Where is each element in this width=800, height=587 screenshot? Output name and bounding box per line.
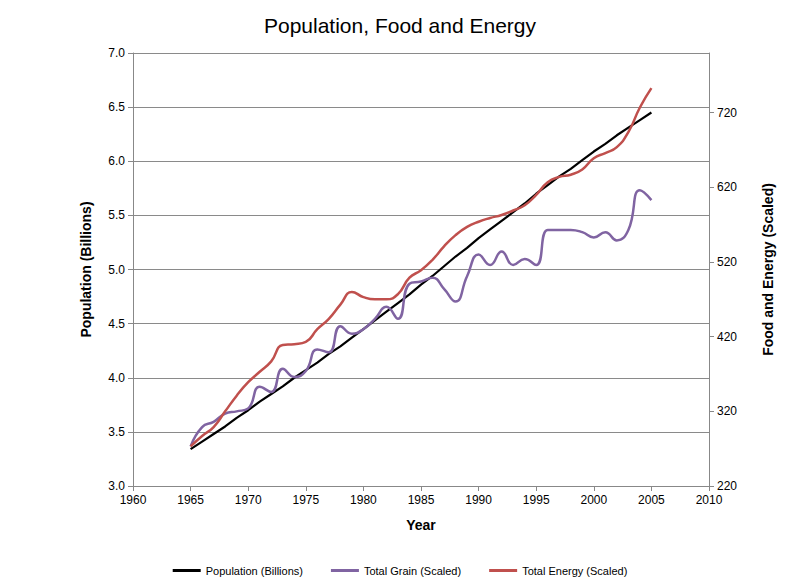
svg-text:1990: 1990	[465, 493, 492, 507]
svg-text:220: 220	[717, 479, 737, 493]
svg-text:Population, Food and Energy: Population, Food and Energy	[264, 14, 537, 37]
svg-text:Population (Billions): Population (Billions)	[206, 565, 303, 577]
svg-text:6.5: 6.5	[108, 100, 125, 114]
svg-text:520: 520	[717, 255, 737, 269]
svg-text:1995: 1995	[523, 493, 550, 507]
svg-text:4.0: 4.0	[108, 371, 125, 385]
svg-text:1970: 1970	[235, 493, 262, 507]
svg-text:1985: 1985	[408, 493, 435, 507]
svg-text:2010: 2010	[696, 493, 723, 507]
svg-text:4.5: 4.5	[108, 317, 125, 331]
svg-text:620: 620	[717, 180, 737, 194]
svg-text:1975: 1975	[292, 493, 319, 507]
svg-text:Population (Billions): Population (Billions)	[78, 201, 94, 337]
svg-text:Total Grain (Scaled): Total Grain (Scaled)	[364, 565, 461, 577]
svg-text:Food and Energy (Scaled): Food and Energy (Scaled)	[760, 183, 776, 356]
svg-text:Total Energy (Scaled): Total Energy (Scaled)	[522, 565, 627, 577]
svg-text:5.0: 5.0	[108, 263, 125, 277]
svg-text:2005: 2005	[638, 493, 665, 507]
svg-text:720: 720	[717, 106, 737, 120]
svg-text:5.5: 5.5	[108, 208, 125, 222]
svg-text:6.0: 6.0	[108, 154, 125, 168]
svg-text:7.0: 7.0	[108, 46, 125, 60]
svg-text:3.0: 3.0	[108, 479, 125, 493]
svg-text:Year: Year	[406, 517, 436, 533]
svg-text:3.5: 3.5	[108, 425, 125, 439]
svg-text:2000: 2000	[580, 493, 607, 507]
svg-text:1960: 1960	[120, 493, 147, 507]
svg-text:1980: 1980	[350, 493, 377, 507]
svg-text:420: 420	[717, 330, 737, 344]
svg-text:1965: 1965	[177, 493, 204, 507]
svg-text:320: 320	[717, 404, 737, 418]
